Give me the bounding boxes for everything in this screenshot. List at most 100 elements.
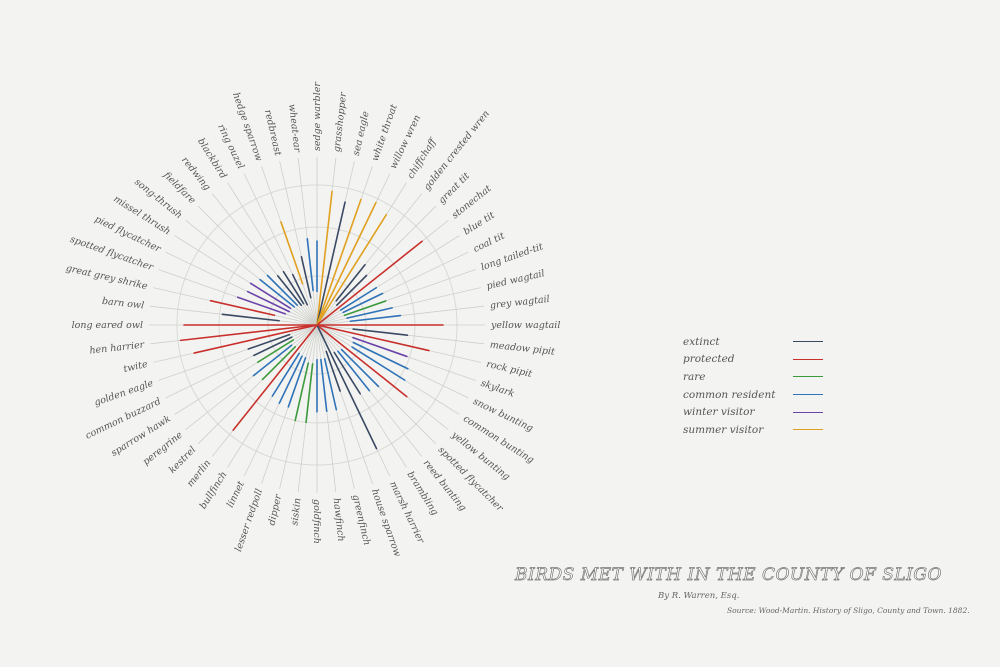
bird-line — [343, 300, 387, 317]
grid-spoke — [165, 251, 318, 326]
bird-label: pied wagtail — [485, 268, 545, 292]
bird-line — [291, 273, 309, 306]
chart-title: BIRDS MET WITH IN THE COUNTY OF SLIGO — [515, 565, 942, 586]
grid-spoke — [316, 205, 437, 326]
grid-spoke — [316, 324, 407, 468]
bird-line — [261, 345, 297, 381]
bird-label: twite — [122, 359, 149, 375]
bird-label: hawfinch — [331, 497, 347, 542]
legend-swatch — [793, 411, 823, 413]
bird-line — [316, 213, 388, 326]
grid-spoke — [185, 219, 318, 326]
bird-line — [247, 333, 291, 350]
bird-line — [352, 341, 409, 370]
bird-line — [306, 237, 314, 292]
legend-label: extinct — [683, 335, 720, 348]
bird-line — [346, 307, 393, 319]
bird-line — [280, 221, 304, 285]
bird-label: redbreast — [262, 109, 283, 157]
bird-label: linnet — [225, 479, 247, 509]
grid-spoke — [197, 205, 318, 326]
bird-line — [323, 358, 338, 411]
legend-swatch — [793, 376, 823, 378]
data-lines — [179, 190, 444, 450]
bird-label: long eared owl — [72, 320, 143, 331]
legend-swatch — [793, 429, 823, 431]
bird-line — [246, 290, 291, 313]
bird-line — [256, 339, 295, 364]
bird-label: sedge warbler — [312, 81, 323, 151]
bird-line — [179, 324, 318, 342]
bird-label: sea eagle — [351, 110, 372, 157]
bird-line — [316, 190, 333, 326]
legend-item-protected: protected — [683, 351, 823, 369]
legend-label: winter visitor — [683, 406, 755, 419]
legend-label: rare — [683, 370, 706, 383]
bird-line — [352, 336, 408, 358]
bird-label: coal tit — [472, 230, 507, 254]
bird-line — [333, 351, 362, 395]
bird-line — [276, 274, 303, 307]
grid-spoke — [174, 235, 318, 326]
bird-line — [339, 286, 378, 311]
bird-label: meadow pipit — [489, 340, 555, 358]
bird-line — [337, 350, 371, 392]
bird-line — [259, 278, 296, 308]
bird-line — [342, 292, 384, 314]
legend: extinct protected rare common resident winte… — [683, 333, 823, 439]
chart-author: By R. Warren, Esq. — [658, 591, 740, 601]
bird-line — [300, 255, 312, 299]
chart-source: Source: Wood-Martin. History of Sligo, C… — [727, 606, 970, 615]
bird-line — [253, 336, 293, 357]
bird-label: grey wagtail — [489, 294, 550, 312]
bird-label: goldfinch — [311, 499, 322, 544]
bird-label: grasshopper — [332, 90, 350, 153]
legend-item-rare: rare — [683, 368, 823, 386]
bird-label: greenfinch — [350, 493, 372, 546]
grid-spoke — [158, 324, 318, 381]
grid-spoke — [316, 269, 476, 326]
bird-label: wheat-ear — [286, 103, 302, 154]
bird-line — [352, 328, 409, 336]
bird-line — [340, 348, 380, 388]
bird-line — [316, 324, 430, 352]
bird-line — [316, 324, 408, 398]
grid-spoke — [316, 287, 481, 326]
bird-line — [335, 263, 366, 302]
bird-line — [232, 324, 318, 431]
legend-label: common resident — [683, 388, 776, 401]
grid-spoke — [316, 193, 423, 326]
legend-item-summer-visitor: summer visitor — [683, 421, 823, 439]
legend-swatch — [793, 394, 823, 396]
legend-item-common-resident: common resident — [683, 386, 823, 404]
bird-line — [325, 350, 341, 392]
legend-item-winter-visitor: winter visitor — [683, 403, 823, 421]
legend-item-extinct: extinct — [683, 333, 823, 351]
bird-label: merlin — [185, 458, 213, 489]
bird-label: blue tit — [462, 210, 497, 238]
legend-swatch — [793, 341, 823, 343]
bird-line — [249, 282, 292, 310]
bird-label: rock pipit — [485, 359, 533, 380]
grid-spoke — [185, 324, 318, 431]
bird-line — [266, 274, 299, 307]
legend-label: protected — [683, 353, 735, 366]
bird-line — [252, 344, 293, 377]
grid-spoke — [316, 251, 469, 326]
bird-line — [316, 198, 362, 326]
bird-line — [282, 270, 305, 305]
bird-label: barn owl — [101, 296, 144, 312]
bird-label: siskin — [289, 497, 303, 526]
grid-spoke — [197, 324, 318, 445]
bird-line — [193, 324, 318, 354]
bird-line — [305, 363, 314, 424]
legend-swatch — [793, 358, 823, 360]
bird-line — [349, 314, 402, 323]
legend-label: summer visitor — [683, 423, 764, 436]
title-block: BIRDS MET WITH IN THE COUNTY OF SLIGO By… — [515, 565, 970, 615]
bird-line — [351, 346, 406, 381]
bird-line — [294, 362, 310, 422]
bird-label: yellow wagtail — [490, 320, 560, 331]
